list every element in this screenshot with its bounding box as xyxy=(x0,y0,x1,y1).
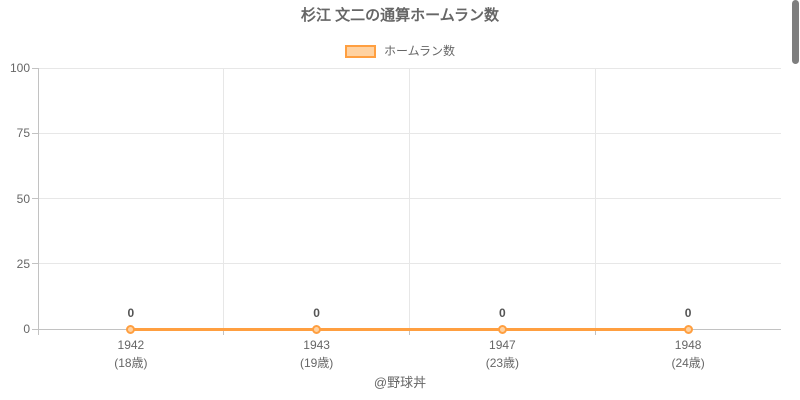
x-tick-label-year: 1947 xyxy=(489,338,516,352)
x-tick-label-year: 1943 xyxy=(303,338,330,352)
y-tick xyxy=(32,132,38,134)
data-point[interactable] xyxy=(683,324,693,334)
x-tick-label-age: (19歳) xyxy=(299,356,334,370)
y-tick xyxy=(32,198,38,199)
y-tick xyxy=(32,263,38,265)
chart-title: 杉江 文二の通算ホームラン数 xyxy=(301,7,499,24)
legend[interactable]: ホームラン数 xyxy=(0,44,800,58)
data-point-label: 0 xyxy=(684,306,692,320)
x-tick-label-year: 1948 xyxy=(674,338,702,352)
series-line-segment xyxy=(316,327,503,331)
y-axis-line xyxy=(37,68,39,335)
y-tick-label: 25 xyxy=(16,256,30,271)
x-gridline xyxy=(223,68,225,329)
data-point-label: 0 xyxy=(313,306,320,320)
data-point-label: 0 xyxy=(499,306,506,320)
series-line-segment xyxy=(502,327,689,331)
y-tick-label: 100 xyxy=(9,61,30,75)
x-tick-label-age: (18歳) xyxy=(114,356,148,370)
data-point-label: 0 xyxy=(127,306,135,320)
x-tick-label-year: 1942 xyxy=(117,338,145,352)
x-gridline xyxy=(409,68,410,329)
data-point[interactable] xyxy=(126,324,136,334)
data-point[interactable] xyxy=(312,324,322,334)
chart-footer: @野球丼 xyxy=(373,375,427,390)
x-tick xyxy=(223,329,225,335)
legend-label: ホームラン数 xyxy=(383,44,456,58)
legend-swatch-icon xyxy=(344,44,376,58)
x-tick xyxy=(594,329,596,335)
x-gridline xyxy=(594,68,596,329)
y-tick xyxy=(32,67,38,69)
y-tick-label: 50 xyxy=(16,191,30,206)
x-tick xyxy=(409,329,410,335)
x-tick-label-age: (24歳) xyxy=(671,356,705,370)
y-tick-label: 0 xyxy=(23,322,30,336)
x-tick-label-age: (23歳) xyxy=(485,356,520,370)
series-line-segment xyxy=(130,327,317,331)
data-point[interactable] xyxy=(497,324,507,334)
y-tick-label: 75 xyxy=(16,126,30,141)
scrollbar-thumb[interactable] xyxy=(792,0,799,64)
y-tick xyxy=(32,328,38,330)
